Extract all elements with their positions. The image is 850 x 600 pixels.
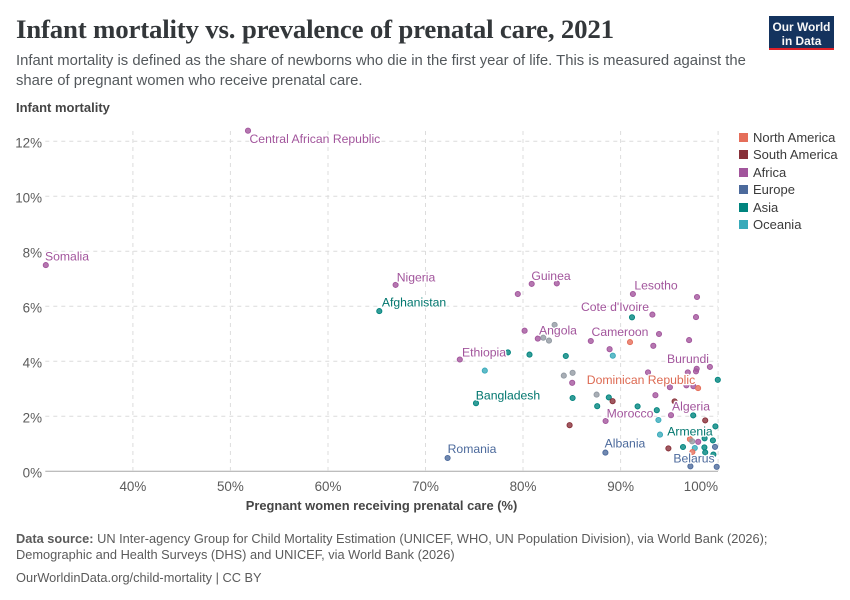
svg-text:2%: 2%	[23, 411, 42, 426]
svg-text:Cote d'Ivoire: Cote d'Ivoire	[581, 300, 649, 314]
svg-text:Central African Republic: Central African Republic	[250, 132, 381, 146]
svg-text:Burundi: Burundi	[667, 352, 709, 366]
svg-text:70%: 70%	[412, 479, 439, 494]
svg-text:Ethiopia: Ethiopia	[462, 346, 506, 360]
svg-text:Armenia: Armenia	[667, 425, 713, 439]
svg-text:6%: 6%	[23, 301, 42, 316]
svg-text:Morocco: Morocco	[607, 407, 654, 421]
svg-text:Romania: Romania	[448, 442, 497, 456]
svg-text:Cameroon: Cameroon	[592, 325, 649, 339]
svg-text:Angola: Angola	[539, 324, 577, 338]
svg-text:Pregnant women receiving prena: Pregnant women receiving prenatal care (…	[246, 498, 518, 513]
svg-text:8%: 8%	[23, 246, 42, 261]
svg-text:Algeria: Algeria	[672, 400, 710, 414]
svg-text:10%: 10%	[15, 191, 42, 206]
svg-text:Lesotho: Lesotho	[634, 279, 678, 293]
svg-text:0%: 0%	[23, 466, 42, 481]
svg-text:Bangladesh: Bangladesh	[476, 389, 540, 403]
svg-text:60%: 60%	[315, 479, 342, 494]
svg-text:90%: 90%	[607, 479, 634, 494]
svg-text:100%: 100%	[684, 479, 718, 494]
svg-text:Guinea: Guinea	[531, 269, 571, 283]
svg-text:4%: 4%	[23, 356, 42, 371]
svg-text:Afghanistan: Afghanistan	[382, 296, 446, 310]
svg-text:80%: 80%	[510, 479, 537, 494]
svg-text:Belarus: Belarus	[673, 452, 714, 466]
svg-text:12%: 12%	[15, 136, 42, 151]
svg-text:Albania: Albania	[605, 437, 646, 451]
svg-text:40%: 40%	[119, 479, 146, 494]
svg-text:Somalia: Somalia	[45, 250, 89, 264]
svg-text:50%: 50%	[217, 479, 244, 494]
svg-text:Nigeria: Nigeria	[397, 271, 436, 285]
svg-text:Dominican Republic: Dominican Republic	[587, 373, 695, 387]
